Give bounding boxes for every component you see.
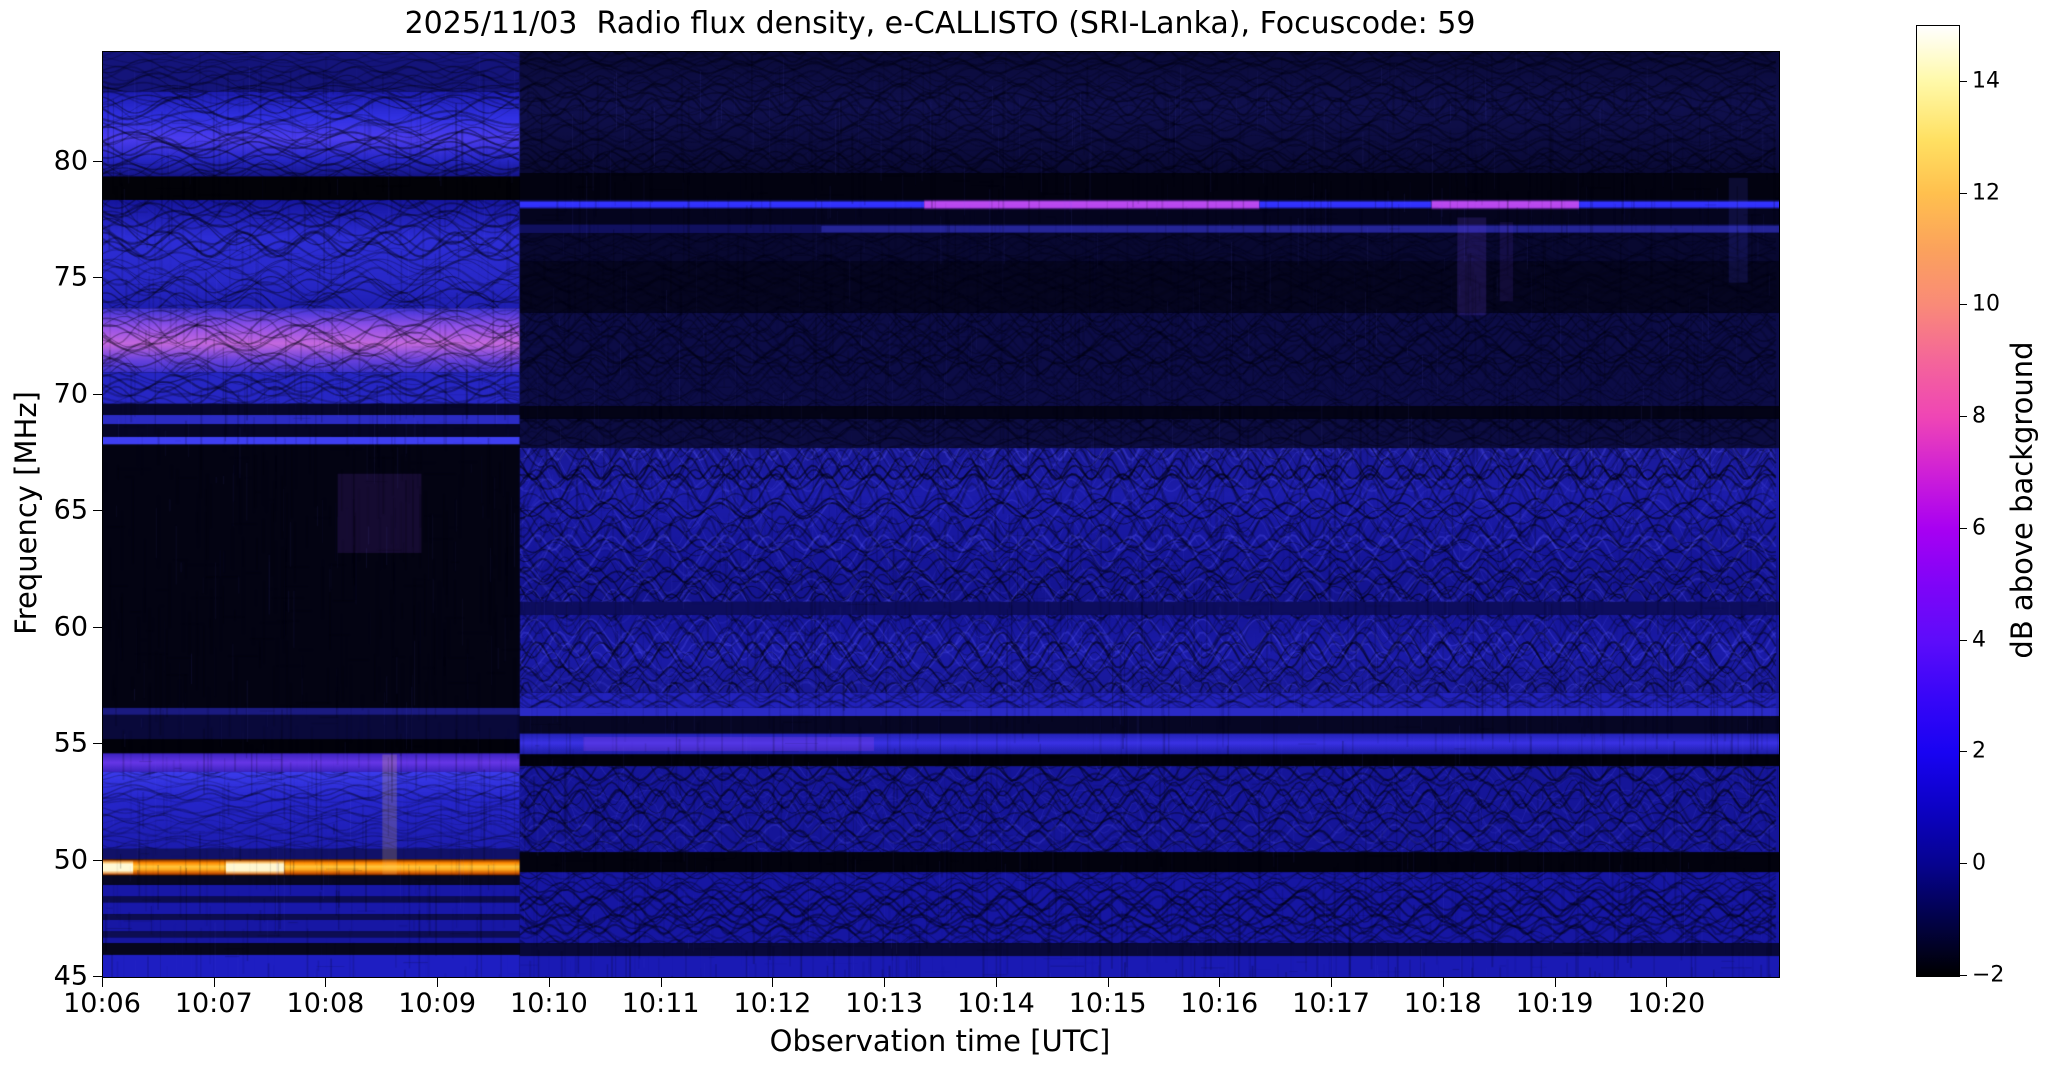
chart-title: 2025/11/03 Radio flux density, e-CALLIST… (404, 6, 1476, 41)
colorbar-tick-label: 4 (1972, 627, 1986, 653)
colorbar-tick-label: 0 (1972, 850, 1986, 876)
colorbar-tick (1960, 975, 1967, 976)
y-axis-tick (93, 859, 102, 861)
y-axis-tick-label: 55 (53, 727, 88, 759)
colorbar-tick (1960, 639, 1967, 641)
x-axis-tick-label: 10:09 (398, 988, 477, 1019)
colorbar-tick (1960, 304, 1967, 306)
y-axis-tick (93, 510, 102, 511)
plot-area (102, 51, 1780, 978)
colorbar-tick-label: 14 (1972, 68, 2000, 94)
x-axis-tick-label: 10:19 (1515, 988, 1594, 1019)
y-axis-tick-label: 45 (53, 960, 88, 992)
colorbar-tick-label: −2 (1972, 962, 2005, 988)
x-axis-tick-label: 10:15 (1068, 988, 1147, 1019)
y-axis-tick (93, 743, 102, 744)
x-axis-tick (102, 978, 103, 987)
colorbar-tick (1960, 527, 1967, 529)
y-axis-tick-label: 60 (53, 611, 88, 642)
x-axis-tick-label: 10:13 (845, 988, 924, 1019)
x-axis-tick (1554, 978, 1556, 987)
x-axis-tick-label: 10:17 (1292, 988, 1370, 1019)
x-axis-tick (995, 978, 997, 987)
x-axis-tick (1331, 978, 1333, 987)
colorbar-tick-label: 8 (1972, 403, 1986, 429)
x-axis-tick (437, 978, 439, 987)
x-axis-tick-label: 10:16 (1180, 988, 1259, 1019)
x-axis-tick-label: 10:20 (1627, 988, 1706, 1019)
colorbar-tick (1960, 863, 1967, 865)
x-axis-tick (325, 978, 327, 987)
x-axis-label: Observation time [UTC] (769, 1024, 1111, 1058)
colorbar-tick-label: 6 (1972, 515, 1986, 541)
x-axis-tick (213, 978, 215, 987)
x-axis-tick-label: 10:08 (286, 988, 365, 1019)
spectrogram-canvas (103, 52, 1779, 977)
x-axis-tick (884, 978, 886, 987)
y-axis-tick-label: 50 (53, 844, 88, 875)
colorbar-tick-label: 12 (1972, 180, 2000, 206)
colorbar-gradient (1917, 26, 1959, 976)
y-axis-tick-label: 65 (53, 494, 88, 526)
y-axis-tick (93, 976, 102, 977)
x-axis-tick (1442, 978, 1444, 987)
y-axis-tick (93, 160, 102, 162)
y-axis-tick-label: 80 (53, 145, 88, 176)
colorbar-tick-label: 2 (1972, 738, 1986, 764)
y-axis-tick-label: 75 (53, 261, 88, 293)
x-axis-tick-label: 10:14 (956, 988, 1035, 1019)
x-axis-tick (772, 978, 774, 987)
x-axis-tick-label: 10:18 (1403, 988, 1482, 1019)
colorbar-tick (1960, 80, 1967, 82)
y-axis-tick (93, 626, 102, 628)
x-axis-tick-label: 10:11 (621, 988, 700, 1019)
x-axis-tick-label: 10:12 (733, 988, 812, 1019)
x-axis-tick-label: 10:10 (510, 988, 588, 1019)
colorbar-tick (1960, 416, 1967, 418)
y-axis-tick (93, 393, 102, 395)
colorbar-tick (1960, 192, 1967, 194)
x-axis-tick (548, 978, 550, 987)
x-axis-tick (1666, 978, 1668, 987)
y-axis-tick-label: 70 (53, 378, 88, 409)
colorbar-label: dB above background (2005, 341, 2039, 659)
x-axis-tick (1107, 978, 1109, 987)
colorbar-tick (1960, 751, 1967, 753)
x-axis-tick-label: 10:06 (63, 988, 141, 1019)
x-axis-tick (660, 978, 662, 987)
colorbar (1916, 25, 1960, 977)
y-axis-label: Frequency [MHz] (9, 391, 43, 635)
x-axis-tick-label: 10:07 (174, 988, 253, 1019)
y-axis-tick (93, 277, 102, 278)
colorbar-tick-label: 10 (1972, 291, 2000, 317)
x-axis-tick (1219, 978, 1221, 987)
